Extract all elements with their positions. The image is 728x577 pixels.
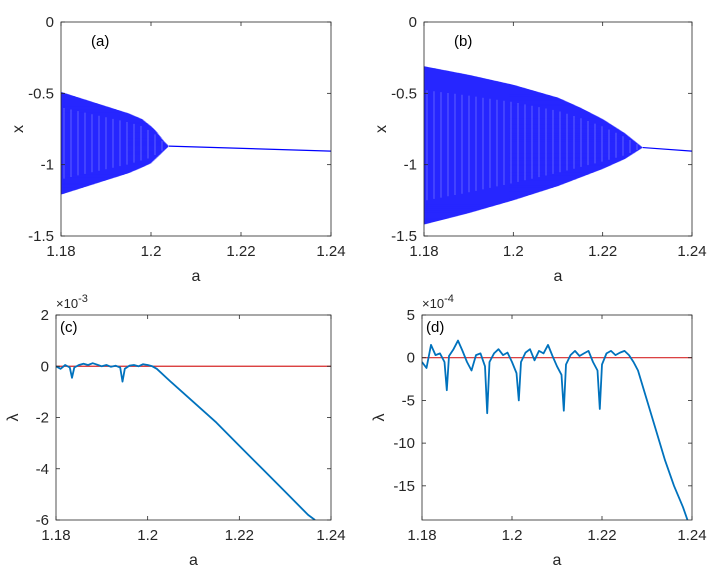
x-tick-label: 1.18 xyxy=(409,243,438,260)
x-axis-label: a xyxy=(189,552,198,569)
x-tick-label: 1.24 xyxy=(316,527,345,544)
x-tick-label: 1.22 xyxy=(588,243,617,260)
panel-label: (d) xyxy=(426,319,444,336)
plot-area xyxy=(422,339,692,520)
x-tick-label: 1.24 xyxy=(677,243,706,260)
panel-a: 1.18 1.2 1.22 1.24 0 -0.5 -1 -1.5 a x (a) xyxy=(10,14,346,285)
fixed-point-branch xyxy=(168,145,331,152)
chaotic-band xyxy=(424,66,643,225)
band-texture xyxy=(426,90,638,201)
y-tick-label: 5 xyxy=(407,307,415,324)
x-tick-label: 1.24 xyxy=(677,527,706,544)
fixed-point-branch xyxy=(642,146,692,152)
y-axis-label: x xyxy=(10,125,27,133)
axes-frame xyxy=(55,314,332,521)
y-exponent-label: ×10-4 xyxy=(422,293,454,311)
y-tick-label: -10 xyxy=(393,435,415,452)
y-exponent-label: ×10-3 xyxy=(56,293,88,311)
y-tick-label: -5 xyxy=(402,392,415,409)
x-tick-label: 1.2 xyxy=(137,527,158,544)
y-tick-label: 0 xyxy=(409,14,417,31)
y-tick-label: 0 xyxy=(407,350,415,367)
chaotic-band xyxy=(61,91,169,195)
x-tick-label: 1.24 xyxy=(316,243,345,260)
y-tick-label: -4 xyxy=(36,461,49,478)
lyapunov-series-line xyxy=(422,339,689,520)
plot-area xyxy=(424,66,692,225)
y-axis-label: λ xyxy=(5,414,22,422)
x-axis-label: a xyxy=(554,268,563,285)
y-tick-label: -15 xyxy=(393,478,415,495)
x-tick-label: 1.2 xyxy=(503,243,524,260)
y-tick-label: 0 xyxy=(46,14,54,31)
y-tick-label: -1.5 xyxy=(391,228,417,245)
y-tick-label: -6 xyxy=(36,512,49,529)
panel-label: (b) xyxy=(454,33,472,50)
x-tick-label: 1.2 xyxy=(141,243,162,260)
x-tick-label: 1.2 xyxy=(502,527,523,544)
y-tick-label: -0.5 xyxy=(28,85,54,102)
lyapunov-series-line xyxy=(56,362,316,520)
y-tick-label: 0 xyxy=(41,358,49,375)
y-tick-label: -1 xyxy=(41,157,54,174)
axes-frame xyxy=(421,314,693,521)
x-tick-label: 1.18 xyxy=(46,243,75,260)
panel-b: 1.18 1.2 1.22 1.24 0 -0.5 -1 -1.5 a x (b) xyxy=(373,14,707,285)
plot-area xyxy=(56,362,331,520)
x-tick-label: 1.18 xyxy=(41,527,70,544)
panel-c: 1.18 1.2 1.22 1.24 2 0 -2 -4 -6 a λ ×10-3 (c) xyxy=(5,293,346,569)
x-tick-label: 1.22 xyxy=(226,243,255,260)
plot-area xyxy=(61,91,331,195)
y-axis-label: λ xyxy=(371,414,388,422)
x-tick-label: 1.18 xyxy=(407,527,436,544)
x-tick-label: 1.22 xyxy=(225,527,254,544)
panel-label: (a) xyxy=(91,33,109,50)
panel-d: 1.18 1.2 1.22 1.24 5 0 -5 -10 -15 a λ ×10-4 (d) xyxy=(371,293,707,569)
axes-frame xyxy=(423,21,693,237)
x-tick-label: 1.22 xyxy=(587,527,616,544)
y-tick-label: -0.5 xyxy=(391,85,417,102)
panel-label: (c) xyxy=(60,319,78,336)
axes-frame xyxy=(60,21,332,237)
y-axis-label: x xyxy=(373,125,390,133)
x-axis-label: a xyxy=(192,268,201,285)
y-tick-label: -2 xyxy=(36,410,49,427)
y-tick-label: -1 xyxy=(404,157,417,174)
y-tick-label: -1.5 xyxy=(28,228,54,245)
band-texture xyxy=(63,108,163,179)
x-axis-label: a xyxy=(553,552,562,569)
y-tick-label: 2 xyxy=(41,307,49,324)
